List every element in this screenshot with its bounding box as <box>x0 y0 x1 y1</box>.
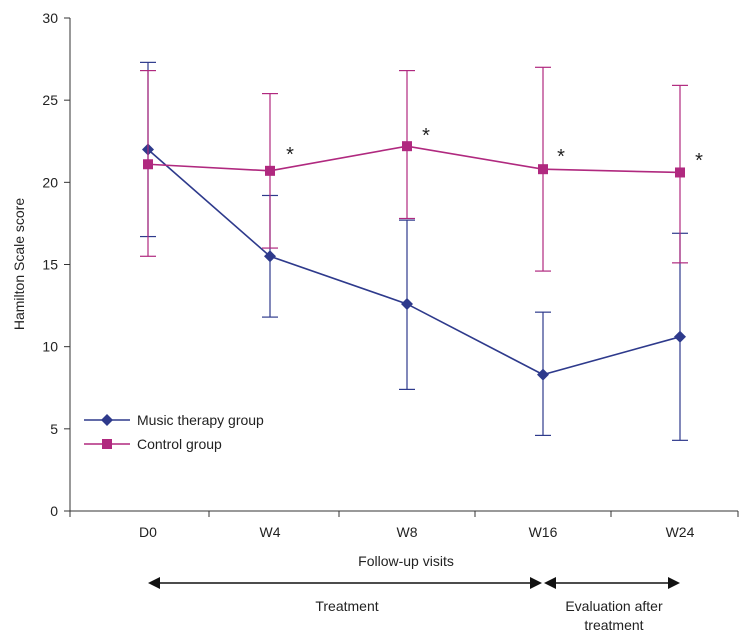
data-point-square <box>675 167 685 178</box>
y-tick-label: 20 <box>42 174 58 190</box>
data-point-square <box>402 141 412 152</box>
x-tick-label: W4 <box>260 524 281 540</box>
series-line <box>147 145 681 174</box>
legend-marker-square <box>102 439 112 449</box>
significance-asterisk: * <box>422 125 430 147</box>
y-tick-label: 5 <box>50 421 58 437</box>
data-point-diamond <box>401 297 413 310</box>
arrowhead-right <box>530 577 542 589</box>
x-tick-label: W16 <box>529 524 558 540</box>
data-point-square <box>143 159 153 170</box>
y-tick-label: 30 <box>42 10 58 26</box>
phase-label-treatment: Treatment <box>315 598 378 614</box>
y-axis-title: Hamilton Scale score <box>11 198 27 330</box>
x-tick-label: D0 <box>139 524 157 540</box>
data-point-square <box>538 164 548 175</box>
arrowhead-right <box>668 577 680 589</box>
data-point-square <box>265 165 275 176</box>
legend-marker-diamond <box>101 414 113 426</box>
y-tick-label: 15 <box>42 257 58 273</box>
data-point-diamond <box>537 368 549 381</box>
y-tick-label: 25 <box>42 92 58 108</box>
significance-asterisk: * <box>286 144 294 166</box>
arrowhead-left <box>544 577 556 589</box>
significance-asterisk: * <box>695 150 703 172</box>
legend-label: Music therapy group <box>137 412 264 428</box>
arrowhead-left <box>148 577 160 589</box>
y-tick-label: 10 <box>42 339 58 355</box>
x-tick-label: W24 <box>666 524 695 540</box>
legend-label: Control group <box>137 436 222 452</box>
data-point-diamond <box>674 330 686 343</box>
series-line <box>147 148 681 376</box>
data-point-diamond <box>264 250 276 263</box>
phase-label-evaluation: Evaluation after treatment <box>565 598 663 633</box>
x-axis-title: Follow-up visits <box>358 553 454 569</box>
significance-asterisk: * <box>557 146 565 168</box>
y-tick-label: 0 <box>50 503 58 519</box>
x-tick-label: W8 <box>397 524 418 540</box>
